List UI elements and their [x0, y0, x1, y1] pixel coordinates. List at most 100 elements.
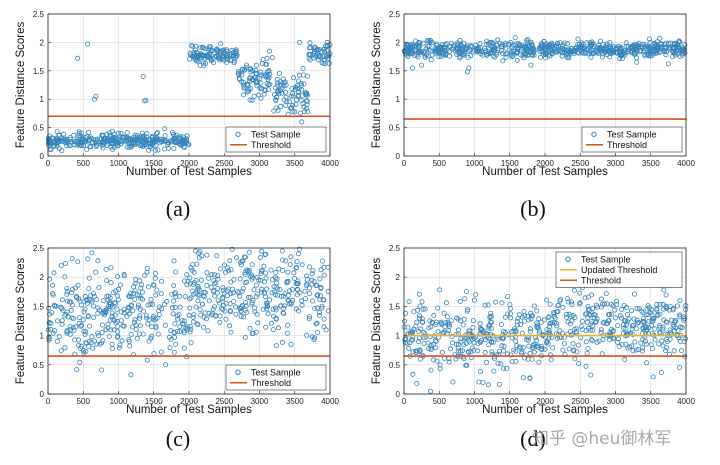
- data-point: [177, 324, 183, 330]
- data-point: [144, 130, 150, 136]
- data-point: [470, 333, 476, 339]
- data-point: [518, 321, 524, 327]
- data-point: [510, 53, 516, 59]
- data-point: [495, 37, 501, 43]
- data-point: [152, 275, 158, 281]
- data-point: [313, 321, 319, 327]
- data-point: [126, 336, 132, 342]
- data-point: [591, 43, 597, 49]
- data-point: [650, 374, 656, 380]
- data-point: [218, 41, 224, 47]
- data-point: [520, 345, 526, 351]
- data-point: [564, 311, 570, 317]
- data-point: [247, 294, 253, 300]
- data-point: [295, 278, 301, 284]
- data-point: [639, 308, 645, 314]
- data-point: [188, 295, 194, 301]
- data-point: [209, 272, 215, 278]
- data-point-outlier: [299, 119, 305, 125]
- data-point: [471, 297, 477, 303]
- data-point: [547, 352, 553, 358]
- data-point: [560, 347, 566, 353]
- data-point: [549, 48, 555, 54]
- x-tick-label: 500: [433, 397, 447, 406]
- data-point: [137, 278, 143, 284]
- data-point: [475, 340, 481, 346]
- data-point: [274, 286, 280, 292]
- data-point: [74, 138, 80, 144]
- data-point: [483, 359, 489, 365]
- data-point: [405, 53, 411, 59]
- data-point: [106, 333, 112, 339]
- data-point: [282, 79, 288, 85]
- data-point: [531, 349, 537, 355]
- data-point: [108, 280, 114, 286]
- data-point: [238, 262, 244, 268]
- data-point: [416, 291, 422, 297]
- data-point: [420, 319, 426, 325]
- data-point: [460, 47, 466, 53]
- data-point: [273, 97, 279, 103]
- data-point: [73, 293, 79, 299]
- data-point: [253, 62, 259, 68]
- data-point: [69, 139, 75, 145]
- data-point: [306, 314, 312, 320]
- data-point: [585, 294, 591, 300]
- data-point: [500, 58, 506, 64]
- data-point: [434, 41, 440, 47]
- data-point: [508, 352, 514, 358]
- data-point: [255, 291, 261, 297]
- data-point: [125, 308, 131, 314]
- data-point: [181, 278, 187, 284]
- data-point: [141, 140, 147, 146]
- data-point: [128, 372, 134, 378]
- data-point: [502, 314, 508, 320]
- data-point: [109, 136, 115, 142]
- data-point: [435, 305, 441, 311]
- data-point: [661, 317, 667, 323]
- data-point: [530, 344, 536, 350]
- data-point: [276, 266, 282, 272]
- data-point: [253, 70, 259, 76]
- data-point: [86, 137, 92, 143]
- data-point: [494, 42, 500, 48]
- data-point: [525, 43, 531, 49]
- data-point: [241, 314, 247, 320]
- data-point: [264, 302, 270, 308]
- data-point: [645, 303, 651, 309]
- data-point: [205, 54, 211, 60]
- data-point: [187, 329, 193, 335]
- data-point: [584, 40, 590, 46]
- data-point: [668, 332, 674, 338]
- data-point: [59, 321, 65, 327]
- data-point: [660, 326, 666, 332]
- y-tick-label: 0: [40, 390, 45, 399]
- data-point: [427, 318, 433, 324]
- data-point: [568, 299, 574, 305]
- data-point: [146, 137, 152, 143]
- data-point: [640, 310, 646, 316]
- data-point: [314, 320, 320, 326]
- y-tick-label: 2.5: [389, 244, 401, 253]
- data-point: [482, 46, 488, 52]
- data-point: [258, 289, 264, 295]
- data-point: [484, 42, 490, 48]
- data-point: [174, 139, 180, 145]
- data-point: [576, 301, 582, 307]
- y-tick-label: 2: [396, 273, 401, 282]
- data-point: [271, 313, 277, 319]
- data-point: [274, 276, 280, 282]
- data-point: [268, 320, 274, 326]
- data-point: [530, 45, 536, 51]
- data-point: [158, 291, 164, 297]
- data-point: [505, 311, 511, 317]
- data-point: [118, 309, 124, 315]
- data-point: [265, 311, 271, 317]
- data-point: [213, 280, 219, 286]
- data-point: [248, 69, 254, 75]
- data-point: [132, 317, 138, 323]
- data-point: [657, 35, 663, 41]
- data-point: [646, 45, 652, 51]
- data-point: [505, 332, 511, 338]
